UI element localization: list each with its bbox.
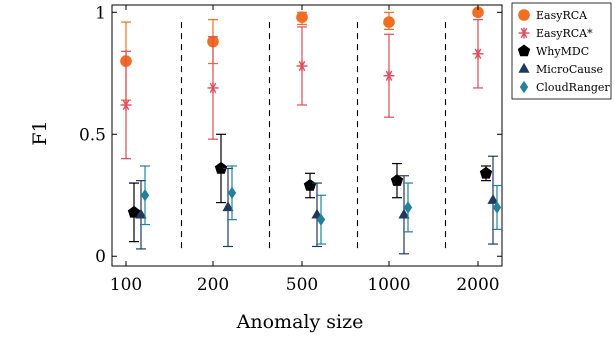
legend-item: WhyMDC	[517, 44, 589, 58]
x-axis-label: Anomaly size	[236, 311, 364, 333]
y-tick-label: 0	[95, 247, 106, 267]
data-point	[222, 201, 234, 212]
legend-item: EasyRCA*	[518, 27, 593, 40]
data-point	[398, 208, 410, 219]
data-point	[390, 174, 404, 186]
data-point	[120, 99, 132, 111]
y-tick-label: 0.5	[79, 125, 106, 145]
x-tick-label: 1000	[367, 275, 410, 295]
y-axis-label: F1	[29, 120, 51, 145]
legend-label: EasyRCA*	[536, 27, 593, 40]
legend-label: MicroCause	[536, 63, 603, 76]
legend-item: EasyRCA	[518, 9, 588, 22]
x-tick-label: 2000	[456, 275, 499, 295]
series-whymdc	[127, 133, 493, 243]
data-point	[472, 6, 484, 19]
legend-label: EasyRCA	[536, 9, 588, 22]
data-point	[227, 186, 237, 200]
data-point	[472, 48, 484, 60]
data-point	[303, 179, 317, 191]
x-tick-label: 100	[110, 275, 142, 295]
series-easyrca	[120, 6, 484, 101]
series-microcause	[135, 155, 499, 255]
data-point	[296, 60, 308, 72]
legend-marker	[517, 44, 531, 57]
legend-item: MicroCause	[518, 62, 603, 76]
x-tick-labels: 100 200 500 1000 2000	[110, 5, 500, 295]
y-tick-labels: 00.51	[79, 3, 502, 267]
plot-area	[111, 4, 503, 267]
data-point	[479, 166, 493, 179]
data-point	[296, 11, 308, 23]
series-easyrca-	[120, 19, 484, 160]
data-point	[135, 208, 147, 219]
data-point	[316, 213, 326, 226]
data-point	[383, 16, 395, 28]
legend-marker	[518, 27, 530, 39]
series-cloudranger	[140, 165, 502, 245]
data-point	[383, 70, 395, 82]
data-point	[140, 189, 150, 202]
plot-frame	[111, 4, 503, 267]
legend-item: CloudRanger	[519, 80, 610, 94]
y-tick-label: 1	[95, 3, 106, 23]
legend-label: CloudRanger	[536, 81, 610, 94]
legend-marker	[518, 9, 530, 21]
legend-marker	[518, 62, 530, 73]
legend: EasyRCA EasyRCA* WhyMDC MicroCause CloudRang…	[511, 2, 612, 100]
x-tick-label: 200	[197, 275, 229, 295]
data-point	[403, 201, 413, 214]
data-point	[214, 161, 228, 174]
x-tick-label: 500	[286, 275, 318, 295]
data-point	[207, 82, 219, 94]
data-point	[487, 193, 499, 204]
data-point	[492, 201, 502, 214]
legend-marker	[519, 80, 529, 94]
legend-label: WhyMDC	[536, 45, 589, 58]
data-point	[127, 205, 141, 218]
